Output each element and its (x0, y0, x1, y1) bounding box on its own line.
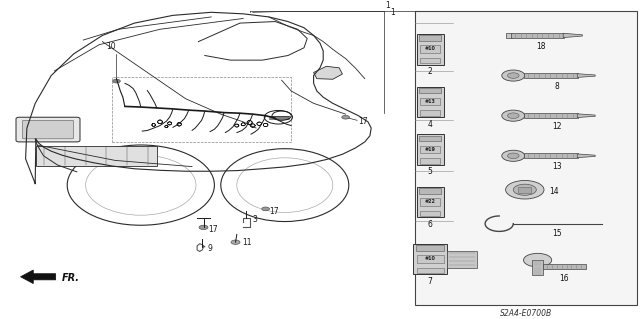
Polygon shape (577, 114, 595, 117)
Bar (532, 260, 543, 275)
FancyBboxPatch shape (511, 33, 564, 38)
Bar (419, 35, 441, 41)
FancyBboxPatch shape (16, 117, 80, 142)
Text: 15: 15 (552, 229, 562, 238)
Text: 5: 5 (428, 167, 433, 176)
Text: 17: 17 (269, 207, 278, 216)
Bar (112, 77, 291, 142)
Bar (417, 268, 444, 273)
Polygon shape (314, 66, 342, 79)
Circle shape (342, 115, 349, 119)
Text: 18: 18 (536, 41, 545, 51)
FancyBboxPatch shape (543, 264, 586, 269)
Bar (420, 58, 440, 63)
Bar (419, 88, 441, 93)
Text: 4: 4 (428, 120, 433, 129)
FancyBboxPatch shape (417, 187, 444, 217)
Text: #10: #10 (425, 46, 435, 51)
Bar (416, 245, 444, 251)
Text: 1: 1 (390, 8, 395, 17)
Circle shape (502, 70, 525, 81)
Text: 17: 17 (208, 225, 218, 234)
FancyBboxPatch shape (524, 73, 578, 78)
Text: 16: 16 (559, 274, 570, 283)
Bar (518, 187, 531, 193)
Bar (420, 98, 440, 106)
Text: 6: 6 (428, 220, 433, 229)
Polygon shape (577, 74, 595, 78)
Text: 1: 1 (385, 1, 390, 10)
Circle shape (502, 110, 525, 121)
Text: 10: 10 (106, 42, 116, 51)
Text: #13: #13 (425, 99, 435, 104)
Text: #22: #22 (425, 199, 435, 204)
Polygon shape (577, 154, 595, 158)
Circle shape (113, 79, 120, 83)
Circle shape (262, 207, 269, 211)
Circle shape (524, 253, 552, 267)
Circle shape (199, 225, 208, 230)
Bar (506, 33, 512, 38)
Text: 3: 3 (253, 215, 258, 224)
Text: 2: 2 (428, 67, 433, 76)
Bar (420, 158, 440, 164)
Text: 9: 9 (208, 244, 213, 253)
Text: S2A4-E0700B: S2A4-E0700B (500, 309, 552, 318)
Bar (419, 136, 441, 141)
FancyBboxPatch shape (417, 86, 444, 117)
Text: #19: #19 (424, 146, 436, 152)
Bar (420, 198, 440, 206)
FancyBboxPatch shape (36, 146, 157, 166)
Text: 8: 8 (554, 82, 559, 91)
Bar (420, 211, 440, 216)
FancyBboxPatch shape (524, 113, 578, 118)
Circle shape (513, 184, 536, 195)
Circle shape (508, 153, 519, 159)
Text: 13: 13 (552, 162, 562, 171)
Bar (417, 255, 444, 263)
Text: FR.: FR. (62, 273, 80, 283)
Circle shape (506, 181, 544, 199)
Text: 14: 14 (549, 187, 559, 196)
Text: 11: 11 (242, 238, 252, 247)
Text: 12: 12 (552, 122, 561, 131)
Circle shape (231, 240, 240, 244)
Bar (419, 188, 441, 194)
FancyBboxPatch shape (417, 134, 444, 165)
Bar (420, 45, 440, 53)
FancyBboxPatch shape (417, 34, 444, 65)
Text: 7: 7 (428, 277, 433, 286)
Text: #10: #10 (425, 256, 435, 261)
Bar (447, 250, 477, 268)
Circle shape (508, 113, 519, 118)
Bar (420, 110, 440, 116)
FancyBboxPatch shape (524, 153, 578, 158)
FancyBboxPatch shape (413, 244, 447, 274)
Circle shape (502, 150, 525, 161)
Polygon shape (563, 33, 582, 38)
Bar (415, 11, 637, 306)
Text: 17: 17 (358, 117, 368, 126)
Polygon shape (20, 270, 56, 284)
FancyBboxPatch shape (22, 120, 74, 139)
Circle shape (508, 73, 519, 78)
Bar (420, 145, 440, 153)
